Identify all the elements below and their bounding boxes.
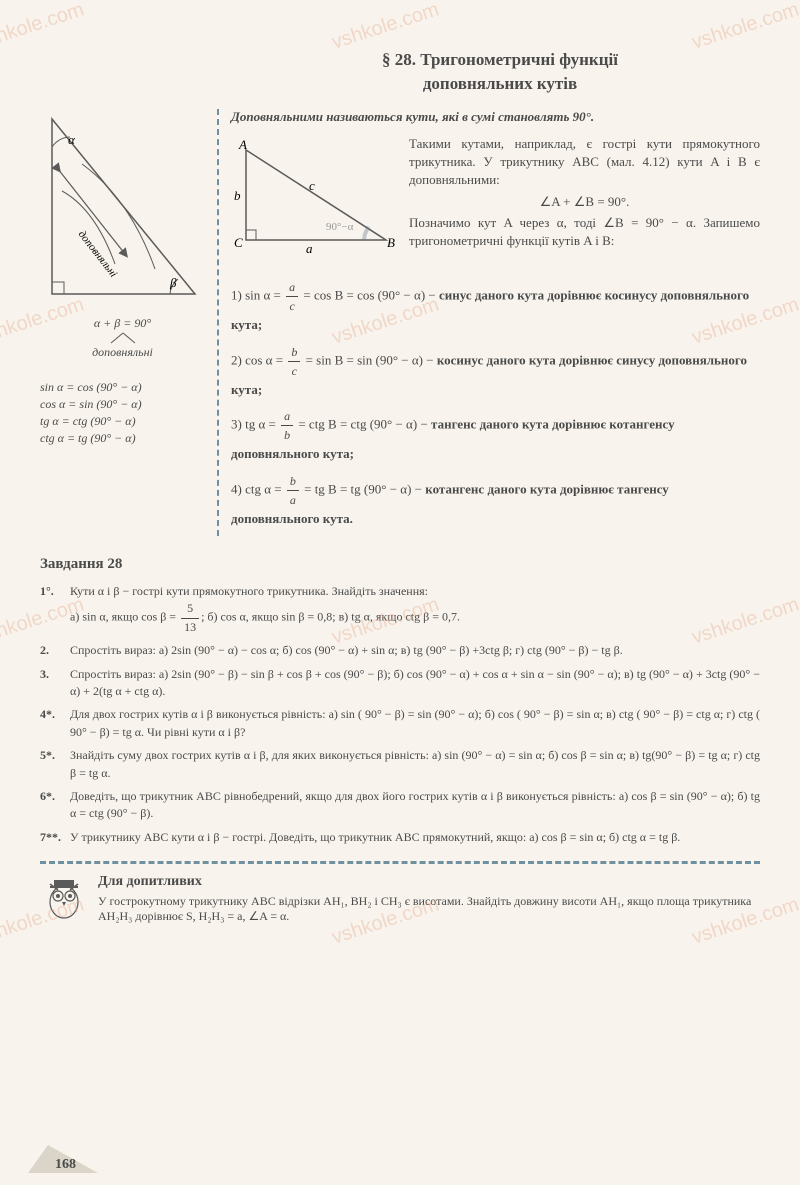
task-number: 5*. <box>40 747 70 782</box>
curious-title: Для допитливих <box>98 874 760 890</box>
vertical-divider <box>217 109 219 536</box>
section-number: § 28. <box>382 50 416 69</box>
curious-content: Для допитливих У гострокутному трикутник… <box>98 874 760 924</box>
formula-row: tg α = ctg (90° − α) <box>40 414 205 429</box>
rule-prefix: 4) ctg α = <box>231 481 285 496</box>
svg-text:90°−α: 90°−α <box>326 221 354 233</box>
task-number: 3. <box>40 666 70 701</box>
task-text: Для двох гострих кутів α і β виконується… <box>70 706 760 741</box>
page-number: 168 <box>55 1157 76 1173</box>
frac-num: a <box>286 278 298 297</box>
frac-den: a <box>287 491 299 509</box>
rule-2: 2) cos α = bc = sin B = sin (90° − α) − … <box>231 343 760 400</box>
frac-num: b <box>288 343 300 362</box>
label-below: доповняльні <box>40 345 205 360</box>
page-content: § 28. Тригонометричні функції доповняльн… <box>0 0 800 944</box>
frac-num: a <box>281 407 293 426</box>
task-text: Спростіть вираз: а) 2sin (90° − α) − cos… <box>70 642 760 659</box>
task-number: 7**. <box>40 829 70 846</box>
section-title: § 28. Тригонометричні функції <box>240 50 760 70</box>
intro-p2: Позначимо кут A через α, тоді ∠B = 90° −… <box>409 215 760 248</box>
task-text: У трикутнику ABC кути α і β − гострі. До… <box>70 829 760 846</box>
formula-row: ctg α = tg (90° − α) <box>40 431 205 446</box>
rule-mid: = ctg B = ctg (90° − α) − <box>298 416 431 431</box>
svg-text:a: a <box>306 241 313 256</box>
task-row: 3. Спростіть вираз: а) 2sin (90° − β) − … <box>40 666 760 701</box>
rule-3: 3) tg α = ab = ctg B = ctg (90° − α) − т… <box>231 407 760 464</box>
svg-text:B: B <box>387 235 395 250</box>
sidebar-eq-sum: α + β = 90° доповняльні <box>40 316 205 360</box>
main-content: Доповняльними називаються кути, які в су… <box>231 109 760 536</box>
beta-label: β <box>169 275 177 290</box>
sidebar: α β доповняльні α + β = 90° доповняльні … <box>40 109 205 536</box>
intro-p1: Такими кутами, наприклад, є гострі кути … <box>409 136 760 187</box>
task-row: 7**. У трикутнику ABC кути α і β − гостр… <box>40 829 760 846</box>
rule-prefix: 3) tg α = <box>231 416 279 431</box>
svg-text:A: A <box>238 137 247 152</box>
svg-text:C: C <box>234 235 243 250</box>
rule-4: 4) ctg α = ba = tg B = tg (90° − α) − ко… <box>231 472 760 529</box>
section-title-line1: Тригонометричні функції <box>420 50 618 69</box>
formula-row: sin α = cos (90° − α) <box>40 380 205 395</box>
task-number: 6*. <box>40 788 70 823</box>
sidebar-triangle-diagram: α β доповняльні <box>40 109 205 304</box>
rule-mid: = sin B = sin (90° − α) − <box>306 352 437 367</box>
definition-text: Доповняльними називаються кути, які в су… <box>231 109 760 125</box>
frac-den: b <box>281 426 293 444</box>
rule-mid: = cos B = cos (90° − α) − <box>303 287 439 302</box>
curious-text: У гострокутному трикутнику ABC відрізки … <box>98 894 760 924</box>
rule-prefix: 2) cos α = <box>231 352 286 367</box>
task-text: Спростіть вираз: а) 2sin (90° − β) − sin… <box>70 666 760 701</box>
tasks-title: Завдання 28 <box>40 556 760 573</box>
task-row: 2. Спростіть вираз: а) 2sin (90° − α) − … <box>40 642 760 659</box>
intro-block: A C B a b c 90°−α Мал. 4.12 Такими кутам… <box>231 135 760 270</box>
rule-mid: = tg B = tg (90° − α) − <box>304 481 425 496</box>
task-row: 4*. Для двох гострих кутів α і β виконує… <box>40 706 760 741</box>
rule-prefix: 1) sin α = <box>231 287 284 302</box>
task-number: 2. <box>40 642 70 659</box>
frac-den: c <box>286 297 298 315</box>
main-triangle-diagram: A C B a b c 90°−α Мал. 4.12 <box>231 135 401 270</box>
frac-num: b <box>287 472 299 491</box>
svg-text:b: b <box>234 188 241 203</box>
task-row: 5*. Знайдіть суму двох гострих кутів α і… <box>40 747 760 782</box>
rule-1: 1) sin α = ac = cos B = cos (90° − α) − … <box>231 278 760 335</box>
task-text: Знайдіть суму двох гострих кутів α і β, … <box>70 747 760 782</box>
eq-sum-text: α + β = 90° <box>40 316 205 331</box>
task-text: Доведіть, що трикутник ABC рівнобедрений… <box>70 788 760 823</box>
horizontal-divider <box>40 861 760 864</box>
two-column-layout: α β доповняльні α + β = 90° доповняльні … <box>40 109 760 536</box>
curious-block: Для допитливих У гострокутному трикутник… <box>40 874 760 924</box>
sidebar-formulas: sin α = cos (90° − α) cos α = sin (90° −… <box>40 380 205 446</box>
owl-icon <box>40 874 88 922</box>
frac-den: c <box>288 362 300 380</box>
task-row: 6*. Доведіть, що трикутник ABC рівнобедр… <box>40 788 760 823</box>
section-subtitle: доповняльних кутів <box>240 74 760 94</box>
alpha-label: α <box>68 132 76 147</box>
task-number: 4*. <box>40 706 70 741</box>
formula-row: cos α = sin (90° − α) <box>40 397 205 412</box>
hypotenuse-label: доповняльні <box>76 228 120 279</box>
task-number: 1°. <box>40 583 70 636</box>
svg-text:c: c <box>309 178 315 193</box>
task-text: Кути α і β − гострі кути прямокутного тр… <box>70 583 760 636</box>
task-row: 1°. Кути α і β − гострі кути прямокутног… <box>40 583 760 636</box>
